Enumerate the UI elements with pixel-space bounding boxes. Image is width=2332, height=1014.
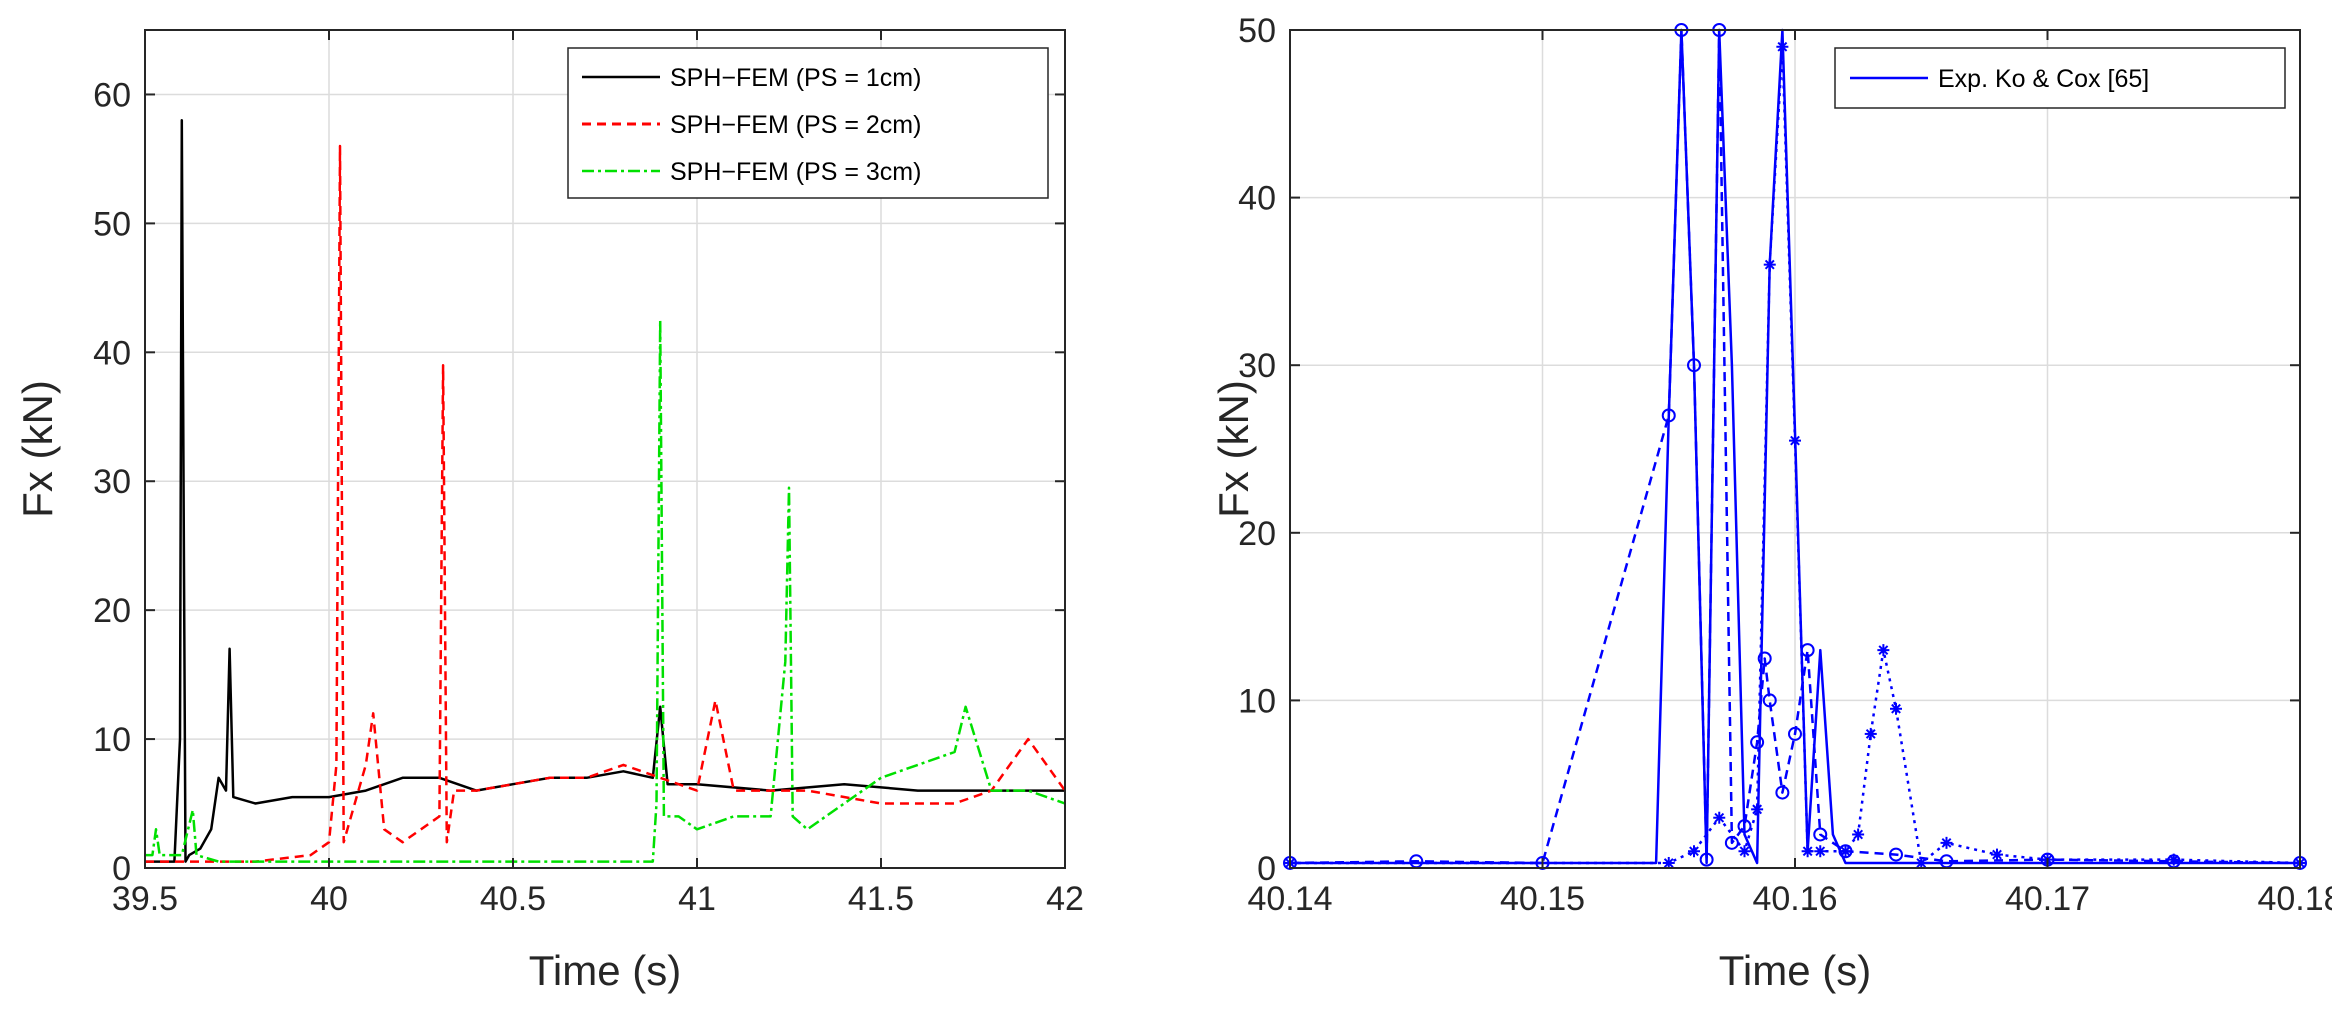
left-xtick-label-2: 40.5: [480, 880, 546, 918]
right-x-axis-label: Time (s): [1719, 947, 1871, 994]
right-series-2-point-15: [1890, 702, 1902, 715]
right-series-1-point-18: [1889, 847, 1903, 862]
right-chart: 40.14 40.15 40.16 40.17 40.18 0 10 20 30 40 50 Tim…: [1210, 12, 2332, 994]
left-ytick-label-5: 50: [93, 205, 131, 243]
right-series-2-point-12: [1852, 828, 1865, 841]
left-xtick-label-5: 42: [1046, 880, 1084, 918]
right-series-1-point-16: [1813, 827, 1828, 842]
right-xtick-label-3: 40.17: [2005, 880, 2090, 918]
legend-label-ps3: SPH−FEM (PS = 3cm): [670, 158, 921, 186]
left-ytick-label-2: 20: [93, 592, 131, 630]
right-series-1-point-11: [1757, 651, 1772, 666]
right-xtick-label-2: 40.16: [1752, 880, 1837, 918]
right-series-2-point-9: [1801, 845, 1814, 858]
left-series-line-2: [145, 318, 1066, 863]
left-series-line-1: [145, 144, 1067, 863]
right-series-2-point-11: [1839, 845, 1852, 858]
legend-label-ps2: SPH−FEM (PS = 2cm): [670, 111, 921, 139]
right-series-2-point-5: [1751, 803, 1764, 816]
right-series-2-point-3: [1713, 811, 1726, 824]
right-series-2-point-2: [1688, 845, 1700, 858]
left-ytick-label-1: 10: [93, 721, 131, 759]
left-ticks: 39.5 40 40.5 41 41.5 42 0 10 20 30 40 50 60: [93, 30, 1084, 918]
right-ytick-label-4: 40: [1238, 180, 1276, 218]
right-series-1-point-13: [1775, 785, 1790, 800]
right-series-2-point-6: [1763, 258, 1776, 271]
right-series-1-point-8: [1724, 835, 1739, 850]
right-series-1-point-3: [1661, 408, 1676, 423]
right-series-1-point-15: [1800, 643, 1815, 658]
left-grid: [144, 30, 1066, 869]
right-series-2-point-4: [1738, 845, 1751, 858]
right-series-2-point-20: [2167, 853, 2180, 866]
right-ytick-label-2: 20: [1238, 515, 1276, 553]
left-chart: 39.5 40 40.5 41 41.5 42 0 10 20 30 40 50 60 Time (s)…: [14, 29, 1084, 994]
right-ytick-label-3: 30: [1238, 347, 1276, 385]
right-xtick-label-1: 40.15: [1500, 880, 1585, 918]
right-series-1-point-12: [1762, 693, 1777, 708]
legend-label-exp: Exp. Ko & Cox [65]: [1938, 65, 2149, 93]
right-xtick-label-0: 40.14: [1247, 880, 1332, 918]
right-series-2-point-13: [1864, 727, 1877, 740]
right-series-1-point-10: [1750, 735, 1765, 750]
right-series-1-point-6: [1699, 852, 1714, 867]
right-series-2-point-16: [1915, 856, 1928, 869]
left-x-axis-label: Time (s): [529, 947, 681, 994]
right-series-2-point-18: [1991, 848, 2003, 861]
right-ytick-label-1: 10: [1238, 682, 1276, 720]
left-legend: SPH−FEM (PS = 1cm) SPH−FEM (PS = 2cm) SP…: [567, 47, 1049, 199]
right-ytick-label-5: 50: [1238, 12, 1276, 50]
right-xtick-label-4: 40.18: [2257, 880, 2332, 918]
left-y-axis-label: Fx (kN): [14, 380, 61, 518]
left-ytick-label-4: 40: [93, 334, 131, 372]
right-series-2-point-7: [1776, 40, 1789, 53]
right-ytick-label-0: 0: [1257, 850, 1276, 888]
left-xtick-label-4: 41.5: [848, 880, 914, 918]
left-xtick-label-3: 41: [678, 880, 716, 918]
right-series-2-point-8: [1789, 434, 1801, 447]
left-ytick-label-3: 30: [93, 463, 131, 501]
left-series-line-0: [145, 118, 1065, 863]
left-xtick-label-0: 39.5: [112, 880, 178, 918]
right-series-2-point-14: [1877, 644, 1890, 657]
right-ticks: 40.14 40.15 40.16 40.17 40.18 0 10 20 30 40 50: [1238, 12, 2332, 918]
left-xtick-label-1: 40: [310, 880, 348, 918]
left-series: [145, 118, 1067, 863]
right-series-1-point-14: [1788, 726, 1802, 741]
left-plot-frame: [144, 29, 1066, 869]
right-y-axis-label: Fx (kN): [1210, 380, 1257, 518]
right-series-1-point-9: [1737, 819, 1752, 834]
legend-label-ps1: SPH−FEM (PS = 1cm): [670, 64, 921, 92]
left-ytick-label-6: 60: [93, 76, 131, 114]
left-ytick-label-0: 0: [112, 850, 131, 888]
right-series-2-point-1: [1662, 856, 1675, 869]
right-series-line-1: [1289, 28, 2301, 865]
right-series-2-point-10: [1814, 845, 1827, 858]
right-series-2-point-17: [1940, 836, 1953, 849]
right-series-1-point-5: [1687, 358, 1701, 373]
right-legend: Exp. Ko & Cox [65]: [1834, 47, 2286, 109]
